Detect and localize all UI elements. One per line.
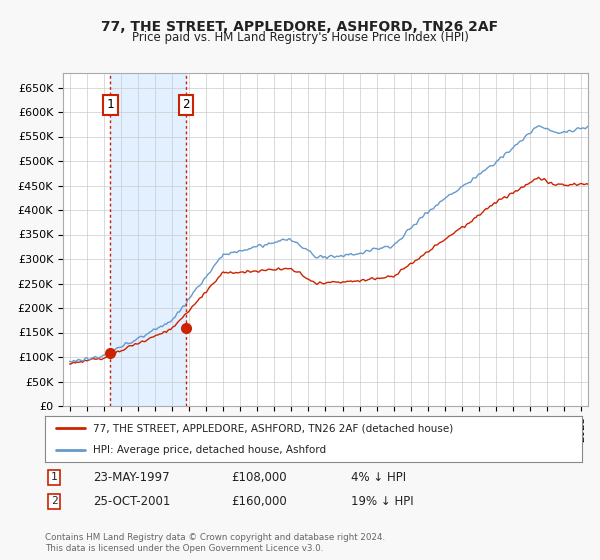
Bar — [110, 73, 186, 406]
Text: £160,000: £160,000 — [231, 494, 287, 508]
Text: 77, THE STREET, APPLEDORE, ASHFORD, TN26 2AF: 77, THE STREET, APPLEDORE, ASHFORD, TN26… — [101, 20, 499, 34]
Text: Contains HM Land Registry data © Crown copyright and database right 2024.
This d: Contains HM Land Registry data © Crown c… — [45, 533, 385, 553]
Text: 1: 1 — [50, 472, 58, 482]
Text: 2: 2 — [182, 98, 190, 111]
Text: Price paid vs. HM Land Registry's House Price Index (HPI): Price paid vs. HM Land Registry's House … — [131, 31, 469, 44]
Text: 19% ↓ HPI: 19% ↓ HPI — [351, 494, 413, 508]
Text: 77, THE STREET, APPLEDORE, ASHFORD, TN26 2AF (detached house): 77, THE STREET, APPLEDORE, ASHFORD, TN26… — [94, 423, 454, 433]
Text: 25-OCT-2001: 25-OCT-2001 — [93, 494, 170, 508]
Text: 4% ↓ HPI: 4% ↓ HPI — [351, 470, 406, 484]
Text: £108,000: £108,000 — [231, 470, 287, 484]
Text: 1: 1 — [107, 98, 114, 111]
Text: 23-MAY-1997: 23-MAY-1997 — [93, 470, 170, 484]
Text: 2: 2 — [50, 496, 58, 506]
Text: HPI: Average price, detached house, Ashford: HPI: Average price, detached house, Ashf… — [94, 445, 326, 455]
